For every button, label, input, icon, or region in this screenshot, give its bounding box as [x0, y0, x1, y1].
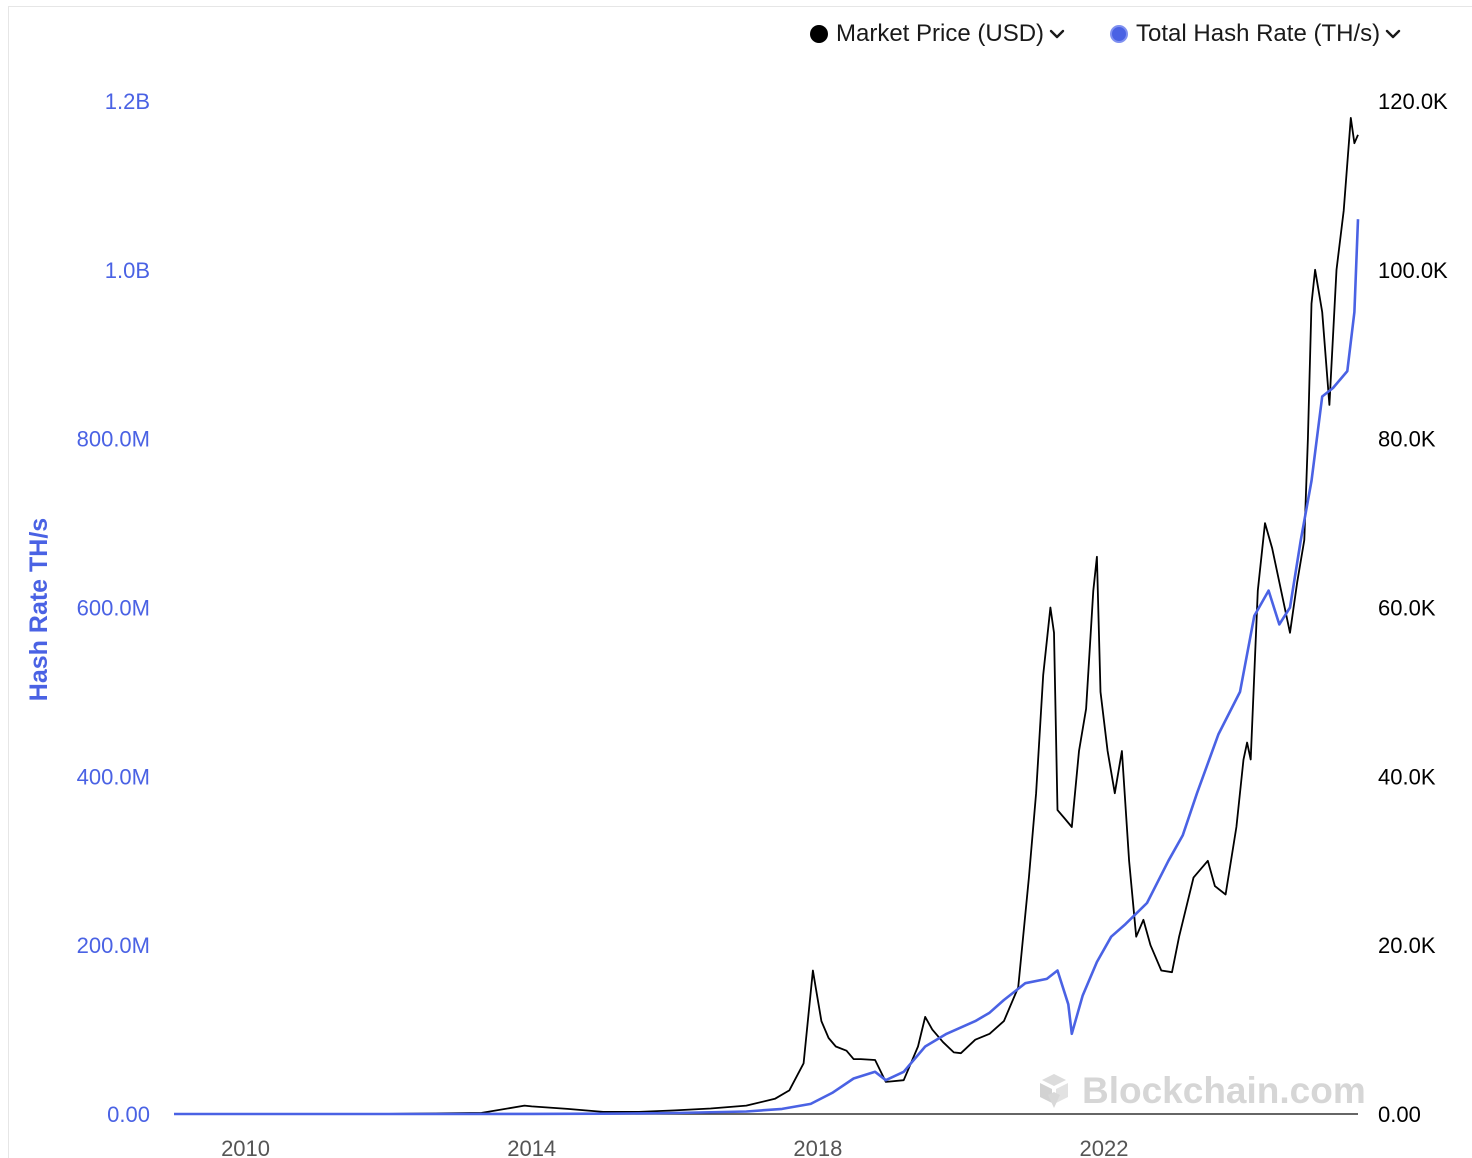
hash-rate-series-line: [174, 219, 1360, 1116]
blockchain-logo-icon: [1040, 1074, 1068, 1108]
chevron-down-icon: [1049, 29, 1065, 39]
y-right-tick-label: 120.0K: [1378, 89, 1448, 114]
x-tick-label: 2010: [221, 1136, 270, 1158]
x-tick-label: 2022: [1080, 1136, 1129, 1158]
hash-rate-dot-icon: [1110, 25, 1129, 43]
y-right-tick-label: 40.0K: [1378, 764, 1436, 789]
y-right-tick-label: 20.0K: [1378, 933, 1436, 958]
y-left-tick-label: 200.0M: [77, 933, 150, 958]
y-right-tick-label: 0.00: [1378, 1102, 1421, 1127]
market-price-dot-icon: [810, 25, 828, 43]
market-price-series-line: [174, 117, 1359, 1115]
x-tick-label: 2018: [793, 1136, 842, 1158]
watermark-text: Blockchain.com: [1082, 1070, 1366, 1111]
legend-item-hash-rate[interactable]: Total Hash Rate (TH/s): [1110, 20, 1402, 48]
y-right-tick-label: 100.0K: [1378, 258, 1448, 283]
y-right-tick-label: 60.0K: [1378, 596, 1436, 621]
y-left-tick-label: 800.0M: [77, 427, 150, 452]
legend-item-market-price[interactable]: Market Price (USD): [810, 20, 1066, 48]
y-left-tick-label: 600.0M: [77, 596, 150, 621]
y-left-tick-label: 1.0B: [105, 258, 150, 283]
y-right-tick-label: 80.0K: [1378, 427, 1436, 452]
y-left-tick-label: 0.00: [107, 1102, 150, 1127]
legend-label-market-price: Market Price (USD): [836, 20, 1045, 47]
chevron-down-icon: [1385, 29, 1401, 39]
blockchain-watermark: Blockchain.com: [1036, 1070, 1366, 1112]
y-left-tick-label: 1.2B: [105, 89, 150, 114]
y-left-tick-label: 400.0M: [77, 764, 150, 789]
legend-label-hash-rate: Total Hash Rate (TH/s): [1136, 20, 1381, 47]
chart-legend: Market Price (USD) Total Hash Rate (TH/s…: [810, 20, 1402, 48]
x-tick-label: 2014: [507, 1136, 556, 1158]
chart-frame: [8, 6, 1472, 1158]
y-left-axis-title: Hash Rate TH/s: [25, 518, 53, 701]
